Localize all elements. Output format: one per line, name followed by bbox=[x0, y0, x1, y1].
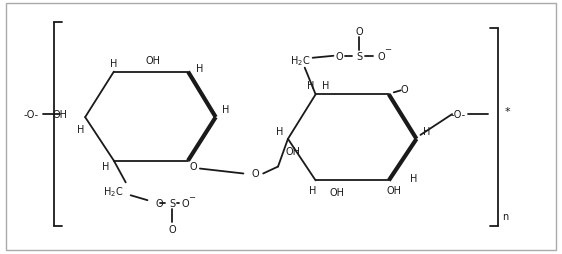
Text: n: n bbox=[502, 211, 509, 221]
Text: H$_2$C: H$_2$C bbox=[289, 54, 310, 67]
Text: OH: OH bbox=[146, 56, 161, 66]
Text: H: H bbox=[307, 81, 314, 91]
Text: O: O bbox=[377, 52, 385, 61]
Text: H: H bbox=[277, 126, 284, 136]
Text: −: − bbox=[384, 45, 391, 54]
Text: OH: OH bbox=[285, 146, 300, 156]
Text: H: H bbox=[322, 81, 329, 91]
Text: H: H bbox=[76, 124, 84, 134]
Text: H: H bbox=[196, 64, 203, 73]
Text: H: H bbox=[102, 161, 110, 171]
Text: O: O bbox=[155, 198, 163, 208]
Text: O: O bbox=[251, 169, 259, 179]
Text: OH: OH bbox=[330, 187, 345, 198]
Text: OH: OH bbox=[386, 186, 401, 196]
Text: O: O bbox=[181, 198, 189, 208]
Text: H: H bbox=[110, 58, 117, 68]
Text: O: O bbox=[169, 224, 176, 234]
Text: H: H bbox=[309, 186, 316, 196]
FancyBboxPatch shape bbox=[6, 4, 556, 250]
Text: −: − bbox=[188, 192, 196, 201]
Text: H: H bbox=[410, 174, 417, 184]
Text: O: O bbox=[355, 27, 363, 37]
Text: H: H bbox=[423, 126, 430, 136]
Text: -O-: -O- bbox=[451, 110, 465, 120]
Text: S: S bbox=[356, 52, 362, 61]
Text: O: O bbox=[401, 85, 409, 95]
Text: O: O bbox=[336, 52, 343, 61]
Text: O: O bbox=[189, 161, 197, 171]
Text: *: * bbox=[505, 107, 510, 117]
Text: H: H bbox=[222, 105, 229, 115]
Text: OH: OH bbox=[52, 110, 67, 120]
Text: S: S bbox=[169, 198, 175, 208]
Text: -O-: -O- bbox=[23, 110, 38, 120]
Text: H$_2$C: H$_2$C bbox=[103, 185, 124, 198]
